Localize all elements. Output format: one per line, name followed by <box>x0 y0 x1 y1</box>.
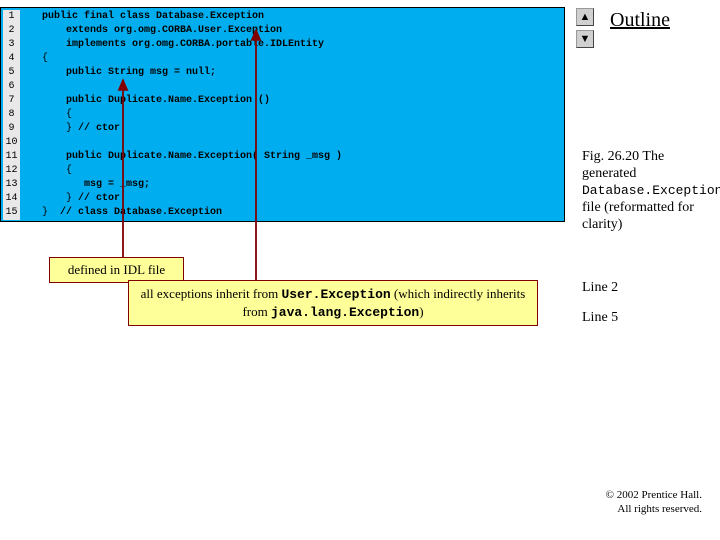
line-number: 5 <box>3 66 20 80</box>
line-number: 15 <box>3 206 20 220</box>
line-number: 13 <box>3 178 20 192</box>
code-text: public Duplicate.Name.Exception () <box>30 94 270 108</box>
code-text: public final class Database.Exception <box>30 10 264 24</box>
code-text: { <box>30 164 72 178</box>
line-number: 14 <box>3 192 20 206</box>
callout2-javaexception: java.lang.Exception <box>271 305 419 320</box>
code-line: 7 public Duplicate.Name.Exception () <box>3 94 562 108</box>
line-number: 6 <box>3 80 20 94</box>
code-text: msg = _msg; <box>30 178 150 192</box>
callout2-pre: all exceptions inherit from <box>141 286 282 301</box>
copyright-line1: © 2002 Prentice Hall. <box>606 488 702 502</box>
outline-title: Outline <box>610 9 670 32</box>
code-line: 12 { <box>3 164 562 178</box>
callout2-userexception: User.Exception <box>281 287 390 302</box>
code-line: 2 extends org.omg.CORBA.User.Exception <box>3 24 562 38</box>
code-line: 13 msg = _msg; <box>3 178 562 192</box>
line-number: 12 <box>3 164 20 178</box>
code-line: 6 <box>3 80 562 94</box>
code-line: 9 } // ctor <box>3 122 562 136</box>
code-text: implements org.omg.CORBA.portable.IDLEnt… <box>30 38 324 52</box>
code-text: { <box>30 108 72 122</box>
line-number: 10 <box>3 136 20 150</box>
code-text: } // ctor <box>30 192 120 206</box>
code-line: 14 } // ctor <box>3 192 562 206</box>
line-number: 11 <box>3 150 20 164</box>
code-line: 10 <box>3 136 562 150</box>
line-number: 9 <box>3 122 20 136</box>
code-line: 5 public String msg = null; <box>3 66 562 80</box>
copyright: © 2002 Prentice Hall. All rights reserve… <box>606 488 702 516</box>
line-number: 7 <box>3 94 20 108</box>
callout-inheritance: all exceptions inherit from User.Excepti… <box>128 280 538 326</box>
code-text: extends org.omg.CORBA.User.Exception <box>30 24 282 38</box>
code-text: public Duplicate.Name.Exception( String … <box>30 150 342 164</box>
caption-filename: Database.Exception.java <box>582 183 720 198</box>
code-text: public String msg = null; <box>30 66 216 80</box>
nav-up-button[interactable]: ▲ <box>576 8 594 26</box>
line-number: 4 <box>3 52 20 66</box>
nav-down-button[interactable]: ▼ <box>576 30 594 48</box>
code-line: 15 } // class Database.Exception <box>3 206 562 220</box>
copyright-line2: All rights reserved. <box>606 502 702 516</box>
code-text: } // ctor <box>30 122 120 136</box>
code-line: 8 { <box>3 108 562 122</box>
code-text: } // class Database.Exception <box>30 206 222 220</box>
line-number: 8 <box>3 108 20 122</box>
line-number: 3 <box>3 38 20 52</box>
line-number: 1 <box>3 10 20 24</box>
code-text: { <box>30 52 48 66</box>
line-ref-5: Line 5 <box>582 310 618 326</box>
code-panel: 1 public final class Database.Exception2… <box>0 7 565 222</box>
figure-caption: Fig. 26.20 The generated Database.Except… <box>582 148 719 233</box>
caption-post: file (reformatted for clarity) <box>582 200 694 232</box>
code-line: 1 public final class Database.Exception <box>3 10 562 24</box>
line-ref-2: Line 2 <box>582 280 618 296</box>
code-line: 4 { <box>3 52 562 66</box>
caption-pre: Fig. 26.20 The generated <box>582 149 664 181</box>
line-number: 2 <box>3 24 20 38</box>
callout2-post: ) <box>419 304 423 319</box>
code-line: 11 public Duplicate.Name.Exception( Stri… <box>3 150 562 164</box>
code-line: 3 implements org.omg.CORBA.portable.IDLE… <box>3 38 562 52</box>
